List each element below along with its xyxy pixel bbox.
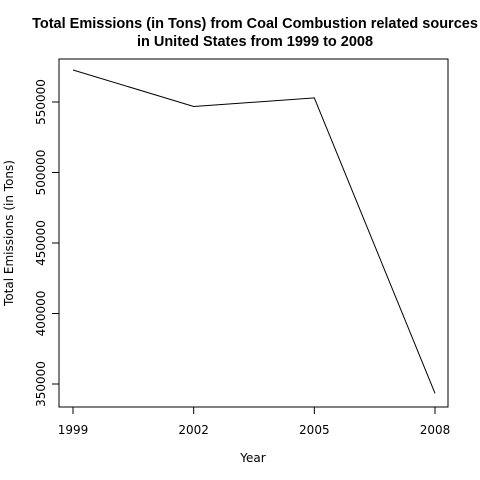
y-axis: 350000 400000 450000 500000 550000 (34, 79, 59, 407)
series-group (73, 70, 435, 393)
y-tick-label: 400000 (34, 291, 48, 337)
x-tick-label: 2002 (178, 423, 209, 437)
y-tick-label: 500000 (34, 150, 48, 196)
y-tick-label: 450000 (34, 220, 48, 266)
y-axis-label: Total Emissions (in Tons) (2, 160, 16, 307)
plot-area-frame (59, 59, 448, 407)
x-axis-label: Year (239, 451, 265, 465)
x-tick-label: 2005 (299, 423, 330, 437)
x-tick-label: 2008 (420, 423, 451, 437)
emissions-line (73, 70, 435, 393)
y-tick-label: 350000 (34, 361, 48, 407)
x-tick-label: 1999 (58, 423, 89, 437)
y-tick-label: 550000 (34, 79, 48, 125)
x-axis: 1999 2002 2005 2008 (58, 407, 451, 437)
chart-title-line-2: in United States from 1999 to 2008 (137, 34, 373, 50)
chart-title-line-1: Total Emissions (in Tons) from Coal Comb… (32, 16, 478, 32)
